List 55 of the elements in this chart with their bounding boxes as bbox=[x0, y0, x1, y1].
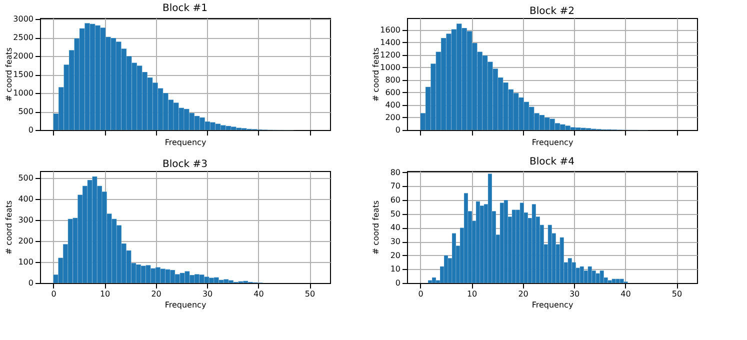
x-tick-label: 0 bbox=[418, 290, 424, 298]
y-tick-label: 600 bbox=[385, 88, 400, 97]
y-tick-label: 1000 bbox=[13, 88, 34, 98]
y-tick-label: 2000 bbox=[13, 52, 34, 61]
y-tick-label: 60 bbox=[390, 196, 400, 205]
x-axis-title: Frequency bbox=[532, 138, 574, 147]
y-tick-label: 100 bbox=[18, 257, 34, 266]
chart-title: Block #1 bbox=[162, 3, 208, 14]
y-tick-label: 0 bbox=[395, 126, 400, 134]
x-axis-title: Frequency bbox=[164, 300, 206, 310]
y-tick-label: 10 bbox=[390, 264, 400, 274]
y-tick-label: 20 bbox=[390, 250, 400, 260]
x-tick-label: 30 bbox=[569, 290, 580, 298]
y-tick-label: 0 bbox=[395, 278, 400, 288]
y-tick-label: 80 bbox=[390, 168, 400, 177]
x-tick-label: 20 bbox=[151, 290, 162, 298]
x-tick-label: 50 bbox=[304, 290, 316, 298]
y-tick-label: 70 bbox=[390, 182, 400, 191]
y-axis-title: # coord feats bbox=[372, 200, 380, 255]
x-axis-title: Frequency bbox=[532, 300, 574, 310]
y-tick-label: 1500 bbox=[13, 70, 34, 80]
x-tick-label: 20 bbox=[518, 290, 528, 298]
x-tick-label: 30 bbox=[202, 290, 213, 298]
x-tick-label: 40 bbox=[620, 290, 631, 298]
x-axis-title: Frequency bbox=[164, 138, 206, 147]
y-tick-label: 800 bbox=[385, 75, 400, 84]
y-tick-label: 1000 bbox=[380, 62, 400, 72]
y-axis-title: # coord feats bbox=[372, 47, 380, 102]
x-tick-label: 10 bbox=[466, 290, 478, 298]
chart-title: Block #4 bbox=[530, 156, 574, 168]
y-tick-label: 50 bbox=[390, 209, 400, 218]
y-tick-label: 0 bbox=[28, 126, 34, 134]
y-tick-label: 2500 bbox=[13, 33, 34, 42]
y-tick-label: 400 bbox=[385, 100, 400, 110]
y-tick-label: 1200 bbox=[380, 50, 400, 60]
y-axis-title: # coord feats bbox=[4, 200, 14, 255]
x-tick-label: 10 bbox=[100, 290, 110, 298]
y-tick-label: 200 bbox=[385, 112, 400, 122]
y-axis-title: # coord feats bbox=[4, 47, 14, 102]
y-tick-label: 500 bbox=[18, 107, 34, 116]
y-tick-label: 400 bbox=[18, 194, 34, 204]
chart-title: Block #2 bbox=[530, 6, 574, 17]
y-tick-label: 3000 bbox=[13, 14, 34, 24]
y-tick-label: 40 bbox=[390, 223, 400, 232]
y-tick-label: 0 bbox=[28, 278, 34, 288]
y-tick-label: 200 bbox=[18, 236, 34, 246]
y-tick-label: 1600 bbox=[380, 25, 400, 34]
y-tick-label: 1400 bbox=[380, 38, 400, 47]
x-tick-label: 40 bbox=[254, 290, 264, 298]
x-tick-label: 50 bbox=[672, 290, 682, 298]
y-tick-label: 500 bbox=[18, 173, 34, 182]
y-tick-label: 300 bbox=[18, 215, 34, 224]
chart-title: Block #3 bbox=[162, 159, 208, 170]
x-tick-label: 0 bbox=[51, 290, 56, 298]
y-tick-label: 30 bbox=[390, 237, 400, 246]
